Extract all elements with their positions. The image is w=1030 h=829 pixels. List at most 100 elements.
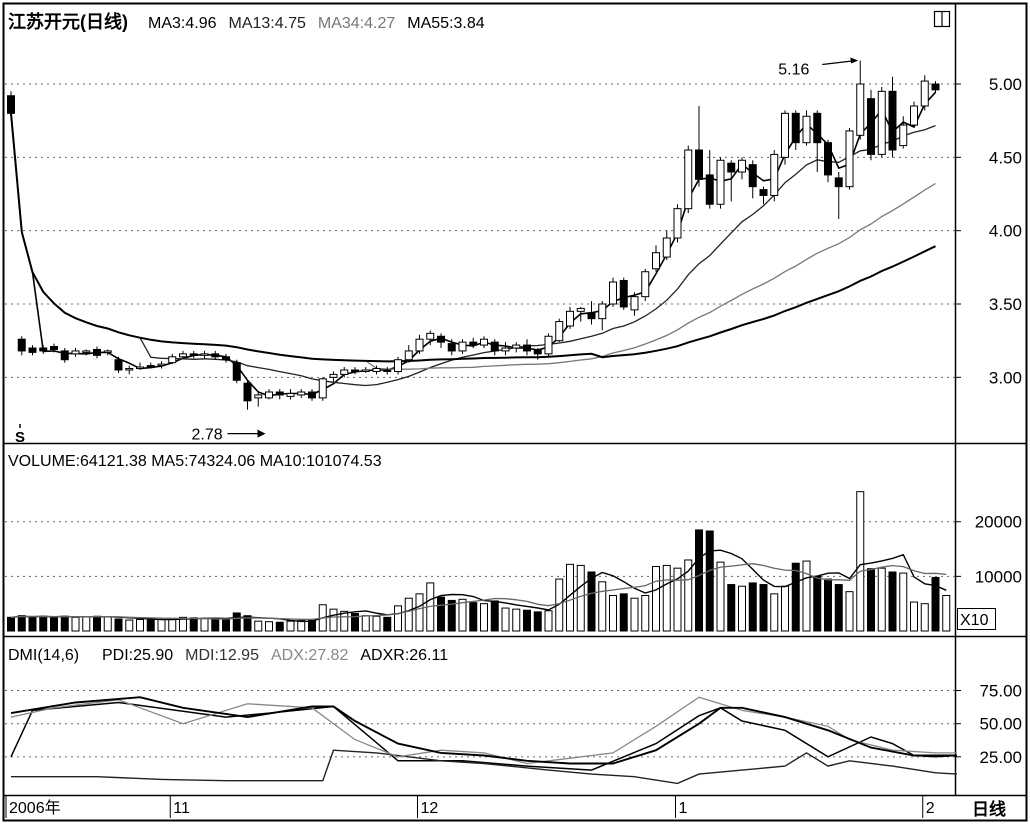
candle: [318, 377, 327, 401]
candle: [329, 371, 338, 382]
volume-bar: [770, 593, 779, 632]
dmi-legend-item-3: ADXR:26.11: [360, 647, 448, 664]
candle: [340, 367, 349, 378]
dmi-tick-label: 50.00: [979, 715, 1022, 734]
candle: [404, 345, 413, 363]
candle: [501, 342, 510, 356]
candle: [394, 356, 402, 375]
price-legend-item-3: MA55:3.84: [407, 15, 484, 32]
dmi-tick-label: 75.00: [979, 682, 1022, 701]
panel-toggle-icon[interactable]: [933, 10, 951, 28]
candle: [684, 145, 693, 214]
candle: [265, 389, 273, 400]
x-axis-label: 12: [421, 800, 439, 817]
candle: [39, 345, 48, 354]
volume-bar: [748, 582, 757, 632]
candle: [211, 350, 220, 360]
candle: [899, 116, 908, 149]
volume-bar: [168, 617, 177, 632]
volume-bar: [28, 616, 37, 632]
dmi-legend-item-1: MDI:12.95: [185, 647, 259, 664]
volume-bar: [834, 584, 843, 632]
volume-bar: [920, 603, 929, 632]
volume-bar: [684, 559, 693, 632]
candle: [189, 350, 198, 359]
volume-bar: [447, 599, 456, 632]
candle: [791, 110, 800, 150]
price-candles: [7, 60, 940, 410]
candle: [695, 106, 703, 187]
volume-bar: [17, 615, 26, 632]
candle: [738, 157, 746, 180]
volume-bar: [351, 613, 359, 632]
volume-bar: [7, 616, 15, 632]
volume-bar: [824, 578, 832, 632]
volume-bar: [232, 612, 241, 632]
candle: [469, 337, 478, 348]
price-tick-label: 3.50: [989, 295, 1022, 314]
candle: [673, 204, 682, 243]
candle: [544, 333, 553, 357]
volume-grid: [5, 521, 955, 577]
volume-bar: [899, 572, 908, 632]
candle: [415, 334, 424, 354]
volume-bar: [275, 621, 284, 632]
candle: [931, 81, 940, 93]
volume-ma5-line: [10, 549, 947, 623]
candle: [103, 349, 112, 356]
dmi-grid: [5, 690, 955, 758]
volume-bar: [931, 576, 940, 632]
volume-bar: [211, 618, 220, 632]
volume-bar: [480, 603, 488, 632]
candle: [867, 89, 875, 161]
candle: [383, 367, 392, 375]
candle: [200, 350, 209, 359]
volume-bar: [598, 581, 607, 632]
candle: [146, 362, 155, 369]
volume-bar: [501, 607, 510, 632]
volume-bar: [308, 619, 316, 632]
dmi-y-ticks: 75.00 50.00 25.00: [955, 682, 1022, 767]
candle: [361, 367, 370, 373]
volume-bar: [404, 597, 413, 632]
volume-bar: [39, 615, 48, 632]
candle: [813, 110, 822, 172]
candle: [705, 150, 714, 209]
volume-bar: [555, 578, 564, 632]
candle: [93, 346, 101, 359]
volume-bar: [222, 619, 230, 632]
volume-bar: [458, 598, 467, 632]
candle: [716, 157, 725, 209]
dmi-mdi-line: [11, 749, 958, 785]
dmi-tick-label: 25.00: [979, 748, 1022, 767]
volume-bar: [136, 619, 144, 632]
candle: [232, 359, 241, 384]
volume-bar: [738, 585, 746, 632]
low-price-arrow-head: [257, 429, 266, 438]
candle: [662, 230, 671, 260]
candle: [7, 91, 15, 117]
volume-bar: [103, 616, 112, 632]
candle: [630, 292, 639, 316]
candle: [480, 336, 488, 348]
candle: [888, 76, 897, 158]
volume-bar: [512, 608, 521, 632]
volume-bar: [759, 584, 768, 632]
volume-bar: [329, 608, 338, 632]
candle: [619, 277, 628, 310]
volume-bar: [942, 594, 951, 632]
volume-bar: [125, 619, 134, 632]
candle: [824, 139, 832, 183]
low-price-annotation: 2.78: [192, 427, 223, 444]
price-title: 江苏开元(日线): [8, 11, 128, 32]
x-axis-label: 2: [926, 800, 935, 817]
candle: [351, 367, 359, 375]
high-price-arrow: [822, 59, 857, 66]
candle: [136, 362, 144, 370]
candle: [512, 342, 521, 353]
period-label: 日线: [972, 799, 1006, 819]
x-axis-label: 1: [679, 800, 688, 817]
candle: [17, 336, 26, 356]
